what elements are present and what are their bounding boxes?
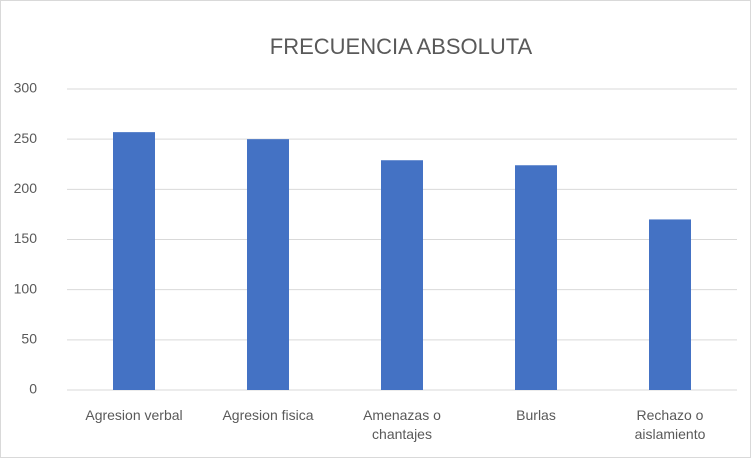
bar [515, 165, 557, 390]
y-tick-label: 250 [14, 130, 38, 146]
y-tick-label: 100 [14, 280, 38, 296]
bar [113, 132, 155, 391]
y-tick-label: 50 [21, 331, 37, 347]
x-tick-label: Agresion fisica [222, 407, 314, 423]
y-tick-label: 0 [29, 381, 37, 397]
x-tick-label: Burlas [516, 407, 556, 423]
x-tick-label: Rechazo o aislamiento [634, 407, 706, 442]
x-tick-label: Amenazas o chantajes [363, 407, 441, 442]
bar [381, 160, 423, 390]
y-tick-label: 300 [14, 80, 38, 96]
y-tick-label: 200 [14, 180, 38, 196]
bar [247, 139, 289, 390]
x-tick-label: Agresion verbal [85, 407, 183, 423]
y-tick-label: 150 [14, 230, 38, 246]
bar [649, 219, 691, 390]
chart-title: FRECUENCIA ABSOLUTA [270, 34, 533, 59]
